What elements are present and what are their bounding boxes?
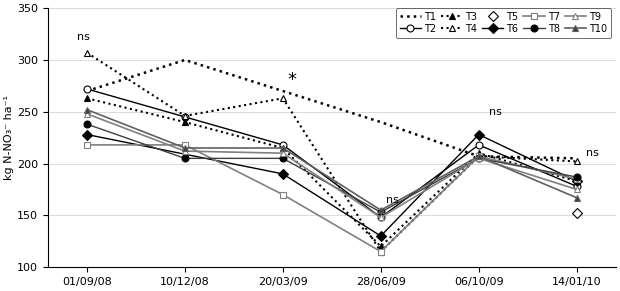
T4	[475, 155, 482, 158]
T6	[279, 172, 286, 176]
Line: T8: T8	[84, 121, 580, 216]
T8	[83, 123, 91, 126]
Text: ns: ns	[489, 107, 502, 117]
Text: ns: ns	[386, 195, 399, 205]
T3	[573, 179, 580, 183]
T3	[279, 146, 286, 150]
Line: T1: T1	[87, 60, 577, 158]
T1	[181, 58, 188, 62]
T4	[181, 114, 188, 118]
T2	[181, 115, 188, 119]
T1	[83, 89, 91, 93]
T1	[475, 155, 482, 158]
T10	[377, 208, 384, 212]
T4	[83, 51, 91, 54]
Y-axis label: kg N-NO₃⁻ ha⁻¹: kg N-NO₃⁻ ha⁻¹	[4, 95, 14, 180]
T9	[83, 112, 91, 116]
Line: T9: T9	[84, 110, 580, 221]
T9	[475, 157, 482, 160]
T10	[573, 196, 580, 199]
T10	[181, 146, 188, 150]
T10	[475, 155, 482, 158]
T8	[475, 157, 482, 160]
Line: T10: T10	[84, 106, 580, 214]
T7	[377, 250, 384, 253]
Text: *: *	[288, 71, 297, 89]
Line: T6: T6	[84, 131, 580, 239]
Line: T7: T7	[84, 142, 580, 254]
T2	[83, 87, 91, 91]
Line: T3: T3	[84, 95, 580, 250]
Text: ns: ns	[587, 148, 600, 158]
T8	[573, 175, 580, 179]
T9	[279, 151, 286, 155]
T8	[377, 210, 384, 214]
T1	[377, 120, 384, 124]
T6	[377, 234, 384, 238]
T6	[83, 133, 91, 136]
T4	[377, 250, 384, 253]
T7	[573, 177, 580, 181]
T7	[475, 155, 482, 158]
Line: T4: T4	[84, 49, 580, 255]
T9	[377, 216, 384, 219]
Legend: T1, T2, T3, T4, T5, T6, T7, T8, T9, T10: T1, T2, T3, T4, T5, T6, T7, T8, T9, T10	[396, 8, 611, 38]
T2	[279, 143, 286, 147]
T7	[83, 143, 91, 147]
T6	[475, 133, 482, 136]
T7	[279, 193, 286, 196]
T2	[377, 216, 384, 219]
T1	[279, 89, 286, 93]
T7	[181, 143, 188, 147]
T8	[279, 157, 286, 160]
T8	[181, 157, 188, 160]
T2	[475, 143, 482, 147]
Text: ns: ns	[77, 32, 90, 42]
T3	[377, 245, 384, 248]
T9	[181, 149, 188, 153]
T4	[573, 160, 580, 163]
T3	[475, 151, 482, 155]
T6	[573, 179, 580, 183]
Line: T2: T2	[84, 86, 580, 221]
T3	[83, 97, 91, 100]
T9	[573, 188, 580, 191]
T3	[181, 120, 188, 124]
T4	[279, 97, 286, 100]
T10	[279, 146, 286, 150]
T10	[83, 108, 91, 111]
T2	[573, 184, 580, 188]
T1	[573, 157, 580, 160]
